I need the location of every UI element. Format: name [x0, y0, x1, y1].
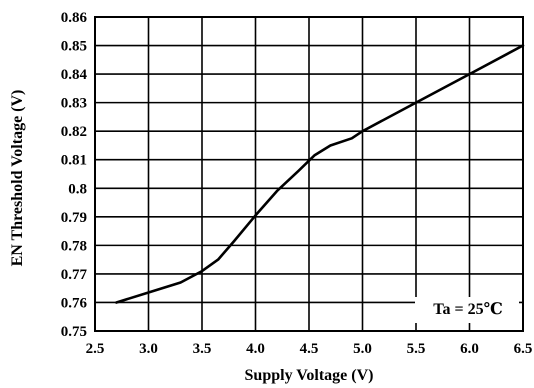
data-series [115, 44, 525, 304]
y-tick-label: 0.86 [61, 10, 88, 26]
annotation-background [415, 297, 519, 323]
y-tick-label: 0.85 [61, 39, 87, 55]
plot-border [94, 16, 524, 332]
temperature-annotation: Ta = 25℃ [433, 301, 503, 318]
x-tick-label: 2.5 [86, 341, 105, 357]
x-tick-label: 4.0 [246, 341, 265, 357]
y-tick-label: 0.83 [61, 96, 87, 112]
tick-labels: 2.5 3.0 3.5 4.0 4.5 5.0 5.5 6.0 6.5 0.75 0.76 0.77 0… [61, 10, 533, 357]
series-line [115, 44, 525, 304]
x-tick-label: 5.0 [353, 341, 372, 357]
y-tick-label: 0.84 [61, 67, 88, 83]
x-tick-label: 5.5 [407, 341, 426, 357]
y-tick-label: 0.78 [61, 238, 87, 254]
y-tick-label: 0.77 [61, 267, 88, 283]
y-tick-label: 0.76 [61, 295, 88, 311]
x-tick-label: 3.5 [193, 341, 212, 357]
x-tick-label: 6.5 [514, 341, 533, 357]
y-tick-label: 0.75 [61, 324, 87, 340]
y-axis-label: EN Threshold Voltage (V) [9, 90, 26, 267]
x-tick-label: 4.5 [300, 341, 319, 357]
x-axis-label: Supply Voltage (V) [245, 367, 374, 384]
grid-lines [94, 16, 524, 332]
x-tick-label: 3.0 [139, 341, 158, 357]
y-tick-label: 0.82 [61, 124, 87, 140]
y-tick-label: 0.8 [68, 181, 87, 197]
y-tick-label: 0.79 [61, 210, 87, 226]
x-tick-label: 6.0 [460, 341, 479, 357]
y-tick-label: 0.81 [61, 153, 87, 169]
plot-frame [94, 16, 524, 332]
